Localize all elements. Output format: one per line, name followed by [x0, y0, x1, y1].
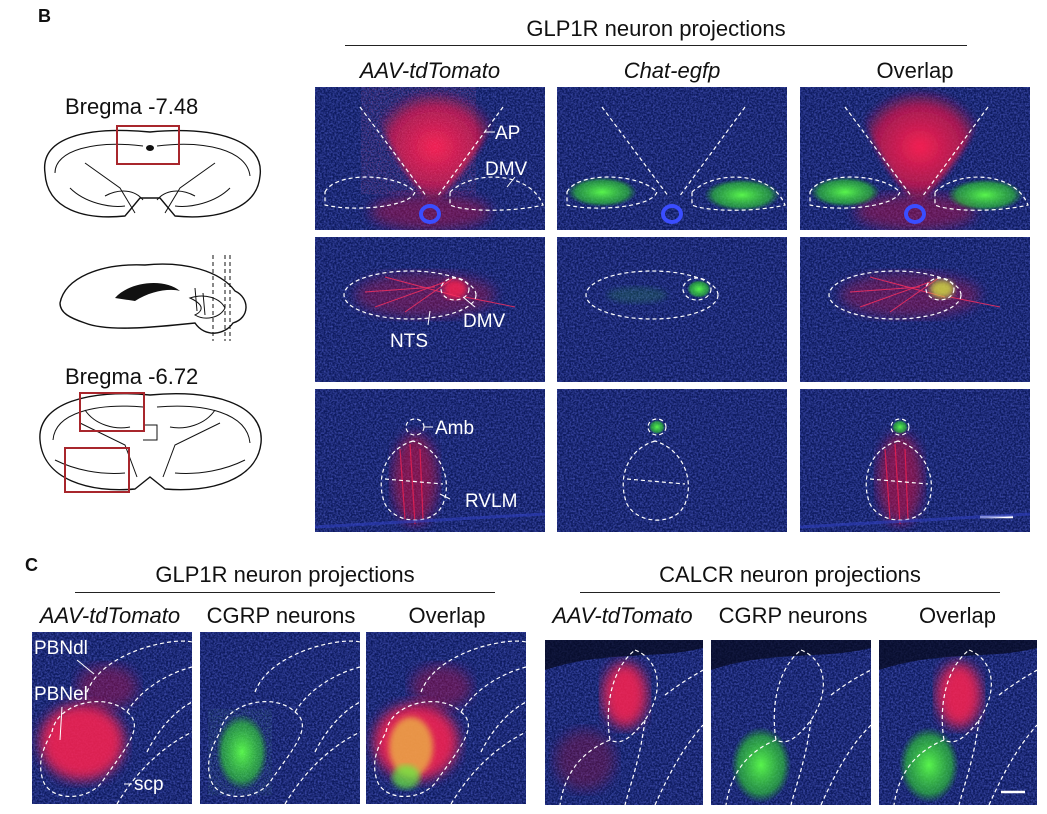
label-ap: AP [495, 123, 520, 144]
c-col-aav-tdtomato-right: AAV-tdTomato [552, 603, 693, 628]
label-nts: NTS [390, 331, 428, 352]
label-dmv: DMV [485, 159, 528, 180]
micrograph-pbn-glp1r-tdtomato: PBNdl PBNel scp [32, 632, 192, 804]
panel-c-right-header: CALCR neuron projections [659, 562, 921, 587]
label-dmv-row2: DMV [463, 311, 506, 332]
panel-c-left-header: GLP1R neuron projections [155, 562, 415, 587]
bregma-top-label: Bregma -7.48 [65, 94, 199, 119]
micrograph-ap-chat-egfp [557, 87, 787, 230]
micrograph-rvlm-tdtomato: Amb RVLM [315, 389, 545, 532]
label-scp: scp [134, 774, 164, 795]
col-overlap: Overlap [876, 58, 954, 83]
c-col-cgrp-right: CGRP neurons [718, 603, 868, 628]
col-chat-egfp: Chat-egfp [623, 58, 721, 83]
panel-c-right-rule [580, 592, 1000, 593]
panel-b-header-rule [345, 45, 967, 46]
col-aav-tdtomato: AAV-tdTomato [359, 58, 501, 83]
sagittal-brain-schematic [59, 255, 247, 341]
label-pbndl: PBNdl [34, 638, 88, 659]
micrograph-pbn-calcr-overlap [879, 640, 1037, 805]
c-col-cgrp-left: CGRP neurons [206, 603, 356, 628]
micrograph-pbn-calcr-tdtomato [545, 640, 703, 805]
micrograph-rvlm-chat-egfp [557, 389, 787, 532]
micrograph-ap-tdtomato: AP DMV [315, 87, 545, 230]
label-pbnel: PBNel [34, 684, 88, 705]
panel-c-letter: C [25, 555, 38, 575]
panel-b-letter: B [38, 6, 51, 26]
bregma-bottom-label: Bregma -6.72 [65, 364, 199, 389]
coronal-section-schematic-bottom [39, 392, 262, 493]
micrograph-pbn-calcr-cgrp [711, 640, 871, 805]
c-col-overlap-right: Overlap [918, 603, 997, 628]
micrograph-nts-tdtomato: NTS DMV [315, 237, 545, 382]
micrograph-rvlm-overlap [800, 389, 1030, 532]
micrograph-ap-overlap [800, 87, 1030, 230]
panel-c-left-rule [75, 592, 495, 593]
c-col-overlap-left: Overlap [408, 603, 486, 628]
micrograph-nts-chat-egfp [557, 237, 787, 382]
micrograph-pbn-glp1r-overlap [366, 632, 526, 804]
label-rvlm: RVLM [465, 491, 517, 512]
panel-b-header: GLP1R neuron projections [526, 16, 786, 41]
coronal-section-schematic-top [44, 125, 261, 218]
label-amb: Amb [435, 418, 474, 439]
c-col-aav-tdtomato-left: AAV-tdTomato [39, 603, 181, 628]
micrograph-pbn-glp1r-cgrp [200, 632, 360, 804]
micrograph-nts-overlap [800, 237, 1030, 382]
